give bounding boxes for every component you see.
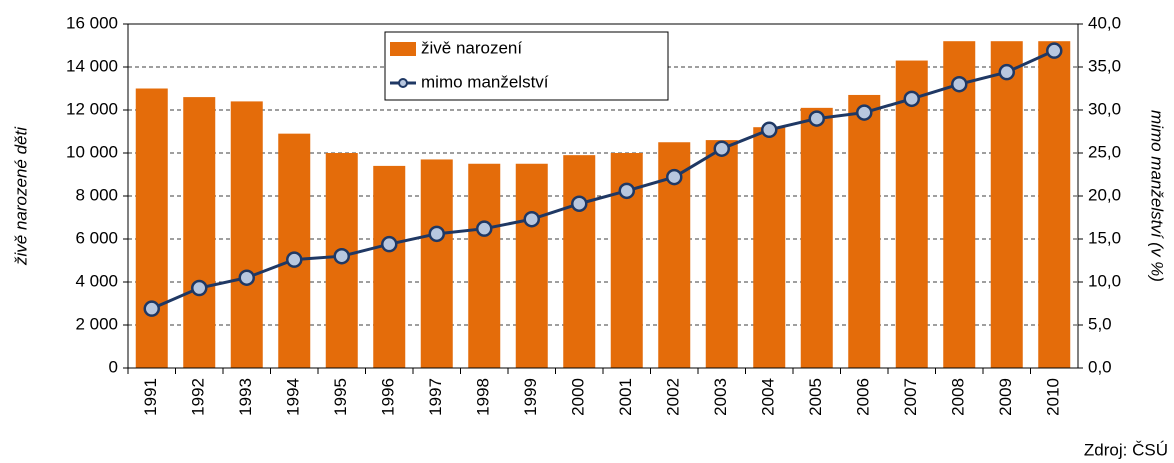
line-marker: [808, 110, 825, 127]
line-marker: [951, 75, 968, 93]
line-marker: [761, 121, 778, 139]
y-tick-label: 12 000: [66, 99, 118, 118]
x-tick-label: 2004: [759, 378, 778, 416]
x-tick-label: 1997: [426, 378, 445, 416]
x-tick-label: 2003: [711, 378, 730, 416]
x-tick-label: 2008: [949, 378, 968, 416]
bar: [705, 140, 738, 368]
x-tick-label: 2001: [616, 378, 635, 416]
line-marker: [666, 168, 683, 186]
bar: [848, 94, 881, 368]
y2-tick-label: 10,0: [1088, 271, 1121, 290]
x-tick-label: 1999: [521, 378, 540, 416]
legend-swatch: [390, 42, 416, 56]
line-marker: [191, 279, 208, 297]
x-tick-label: 1995: [331, 378, 350, 416]
y-tick-label: 2 000: [75, 314, 118, 333]
y2-tick-label: 25,0: [1088, 142, 1121, 161]
x-tick-label: 1991: [141, 378, 160, 416]
bar: [753, 127, 786, 368]
y2-tick-label: 0,0: [1088, 357, 1112, 376]
line-marker: [286, 251, 303, 268]
line-marker: [428, 225, 445, 243]
y-tick-label: 4 000: [75, 271, 118, 290]
x-tick-label: 2009: [996, 378, 1015, 416]
y2-tick-label: 40,0: [1088, 13, 1121, 32]
bar: [278, 133, 311, 368]
y-tick-label: 6 000: [75, 228, 118, 247]
y-tick-label: 0: [109, 357, 118, 376]
bar: [1038, 41, 1071, 368]
bar: [515, 163, 548, 368]
line-marker: [523, 210, 540, 228]
line-marker: [476, 220, 493, 237]
x-tick-label: 1996: [379, 378, 398, 416]
bar: [468, 163, 501, 368]
x-tick-label: 1992: [189, 378, 208, 416]
bar: [420, 159, 453, 368]
line-marker: [903, 90, 920, 108]
line-marker: [143, 300, 160, 317]
legend-label: mimo manželství: [421, 72, 549, 91]
bar: [135, 88, 168, 368]
y2-axis-title: mimo manželství (v %): [1148, 110, 1167, 282]
bar: [183, 97, 216, 368]
legend-swatch-marker: [398, 78, 408, 88]
y2-tick-label: 35,0: [1088, 56, 1121, 75]
x-tick-label: 2006: [854, 378, 873, 416]
legend-label: živě narození: [421, 38, 522, 57]
y-axis-title: živě narozené děti: [11, 126, 30, 266]
x-tick-label: 1994: [284, 378, 303, 416]
y-tick-label: 14 000: [66, 56, 118, 75]
y2-tick-label: 30,0: [1088, 99, 1121, 118]
x-tick-label: 2010: [1044, 378, 1063, 416]
line-marker: [381, 235, 398, 253]
line-marker: [998, 63, 1015, 81]
line-marker: [1046, 42, 1063, 59]
y-tick-label: 16 000: [66, 13, 118, 32]
y2-tick-label: 20,0: [1088, 185, 1121, 204]
line-marker: [333, 247, 350, 265]
x-tick-label: 2005: [806, 378, 825, 416]
bar: [990, 41, 1023, 368]
legend: živě narození mimo manželství: [384, 31, 669, 101]
line-marker: [571, 195, 588, 212]
line-marker: [238, 269, 255, 286]
x-tick-label: 2000: [569, 378, 588, 416]
x-tick-label: 2007: [901, 378, 920, 416]
y2-tick-label: 5,0: [1088, 314, 1112, 333]
bar: [563, 155, 596, 368]
legend-box: [384, 31, 669, 101]
x-tick-label: 2002: [664, 378, 683, 416]
y-tick-label: 8 000: [75, 185, 118, 204]
bar: [943, 41, 976, 368]
line-marker: [618, 182, 635, 200]
line-marker: [713, 140, 730, 157]
bar: [895, 60, 928, 369]
y2-tick-label: 15,0: [1088, 228, 1121, 247]
y-tick-label: 10 000: [66, 142, 118, 161]
bar: [800, 107, 833, 368]
bar: [373, 165, 406, 368]
x-tick-label: 1998: [474, 378, 493, 416]
bar: [230, 101, 263, 369]
line-marker: [856, 104, 873, 121]
x-tick-label: 1993: [236, 378, 255, 416]
source: Zdroj: ČSÚ: [1084, 440, 1168, 459]
